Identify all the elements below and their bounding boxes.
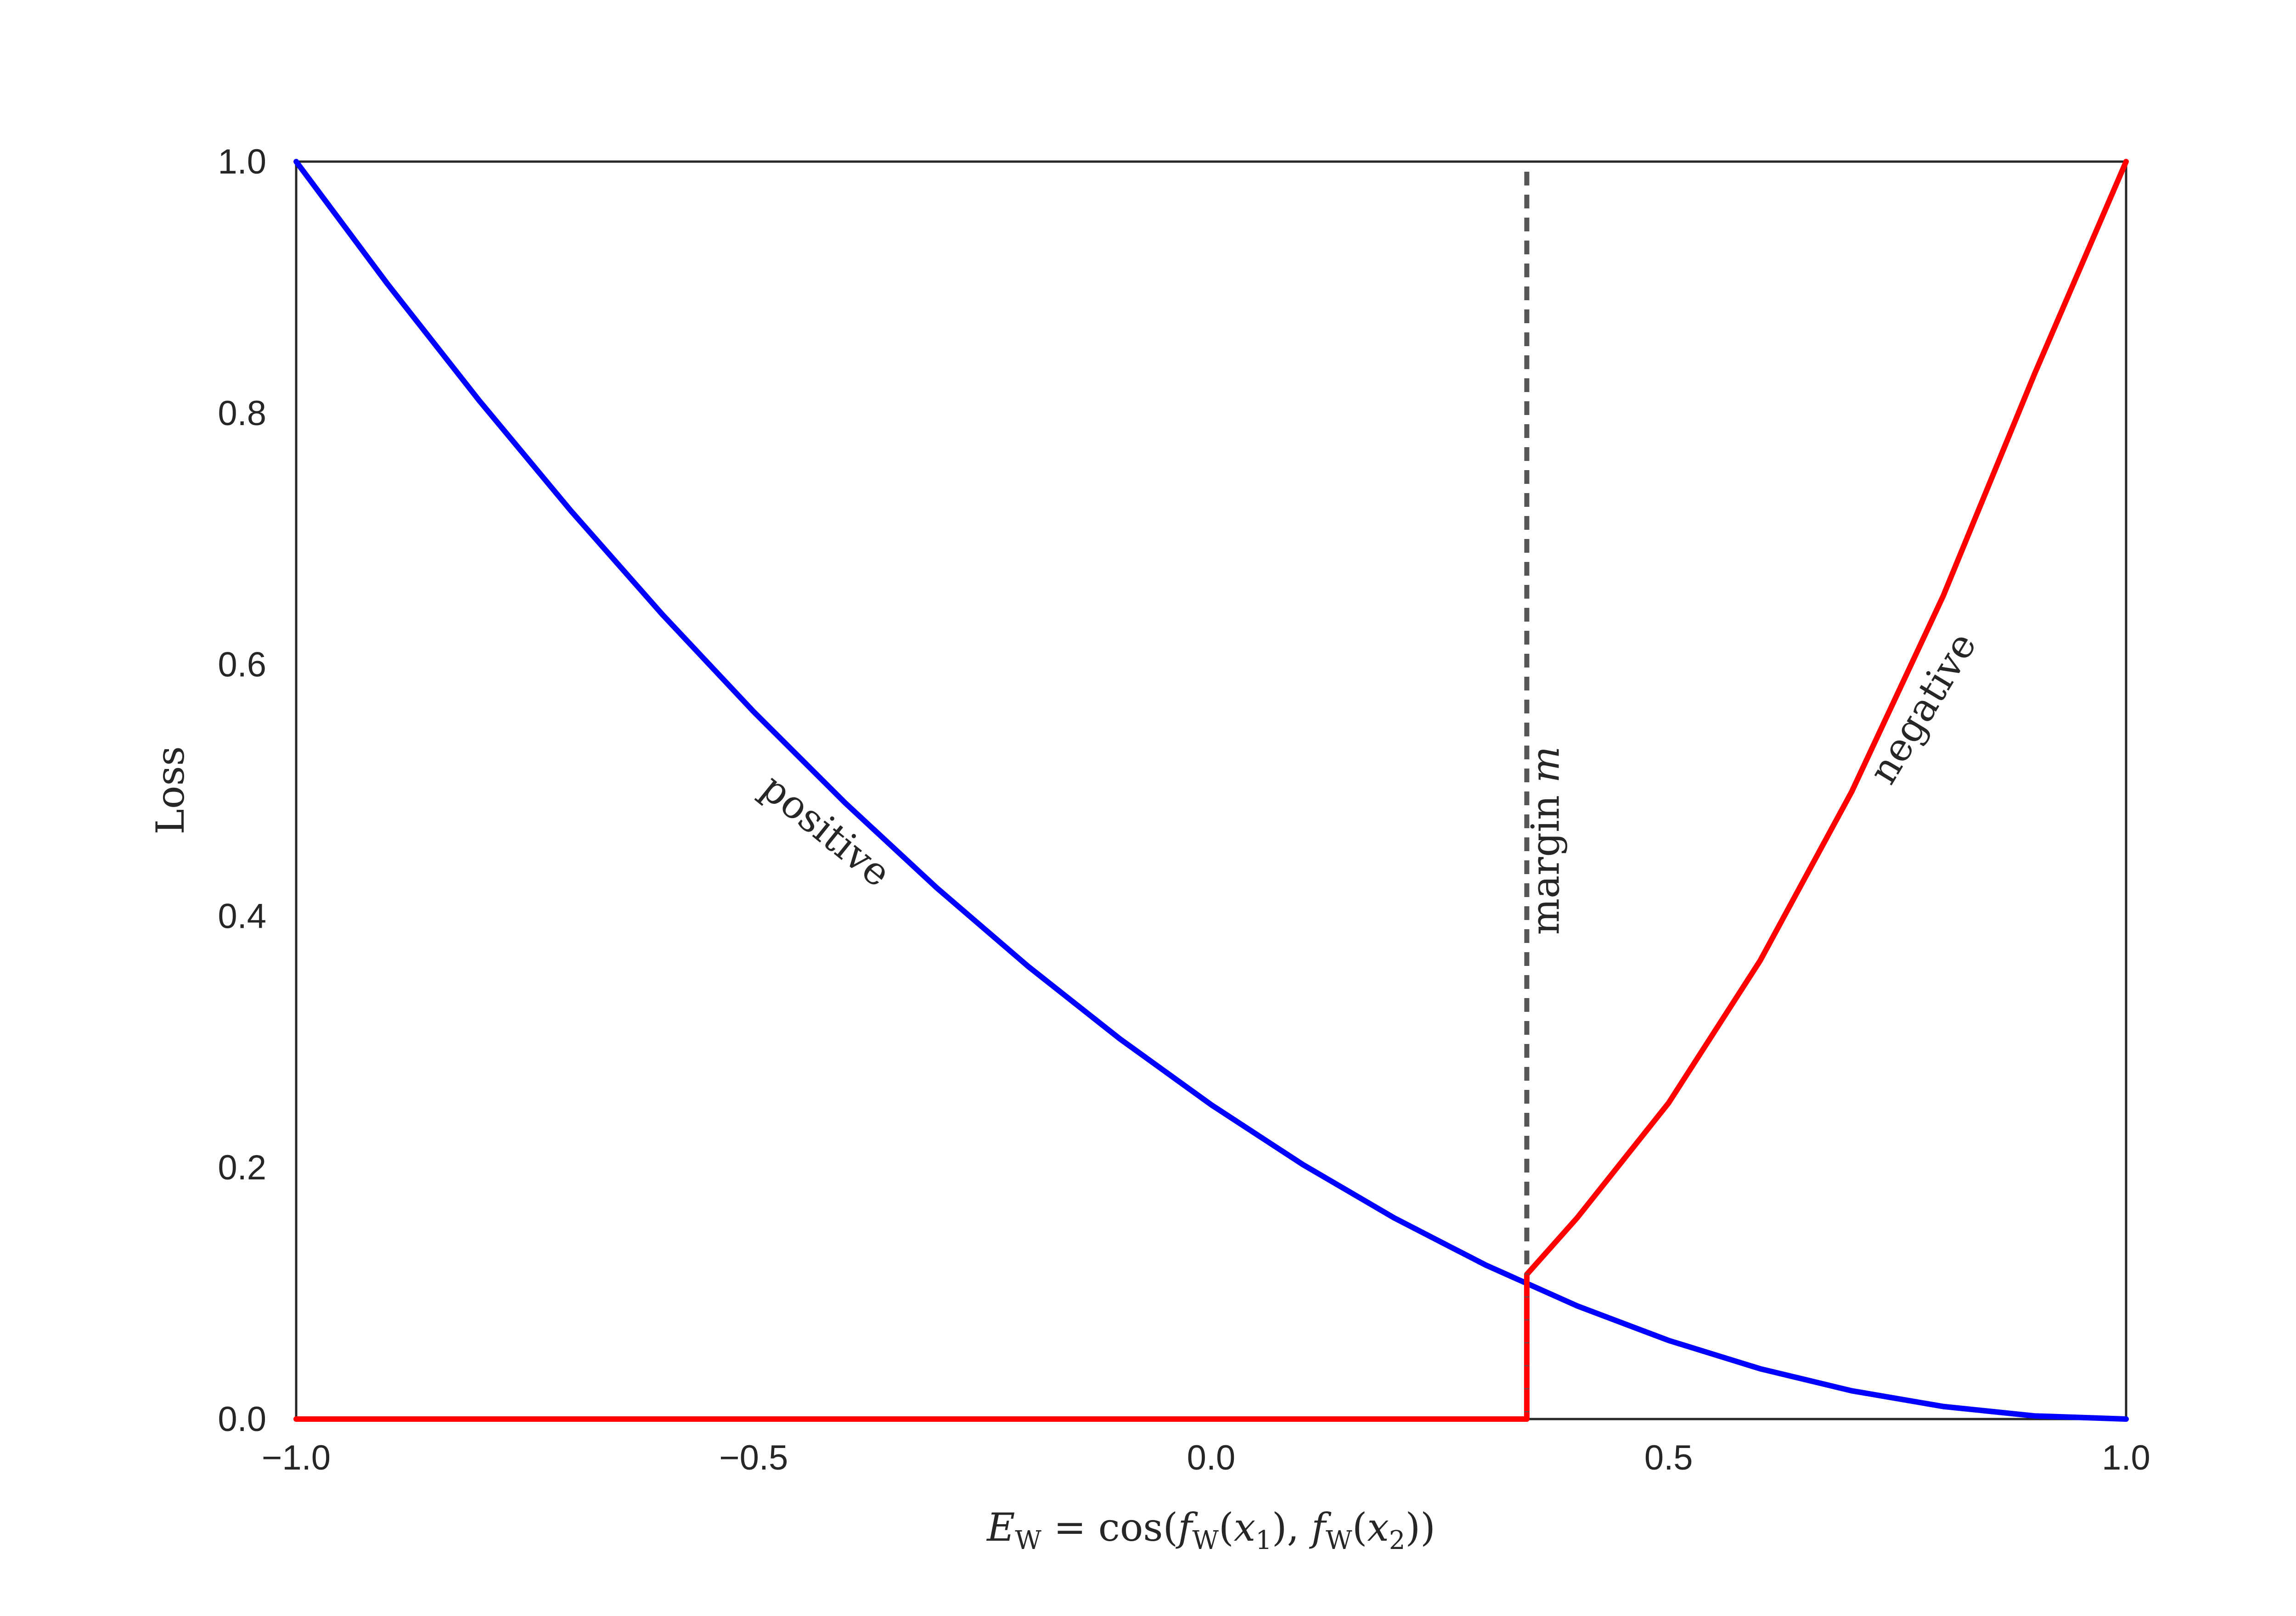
y-tick-label: 1.0 — [218, 142, 266, 181]
y-axis-ticks: 0.0 0.2 0.4 0.6 0.8 1.0 — [218, 142, 266, 1439]
x-axis-ticks: −1.0 −0.5 0.0 0.5 1.0 — [262, 1438, 2150, 1477]
annotation-negative: negative — [1860, 624, 1985, 791]
x-tick-label: 1.0 — [2102, 1438, 2150, 1477]
annotation-margin: margin m — [1523, 746, 1568, 935]
x-tick-label: −0.5 — [719, 1438, 788, 1477]
y-tick-label: 0.4 — [218, 897, 266, 936]
y-tick-label: 0.0 — [218, 1400, 266, 1439]
y-tick-label: 0.8 — [218, 394, 266, 433]
x-tick-label: 0.0 — [1187, 1438, 1236, 1477]
y-axis-label: Loss — [148, 746, 193, 835]
series-line-positive — [293, 159, 2129, 1422]
series-line-negative — [293, 159, 2129, 1422]
y-tick-label: 0.2 — [218, 1148, 266, 1187]
series-layer — [293, 159, 2129, 1422]
x-tick-label: 0.5 — [1644, 1438, 1693, 1477]
x-axis-label: EW = cos(fW(x1), fW(x2)) — [986, 1505, 1435, 1555]
y-tick-label: 0.6 — [218, 645, 266, 685]
x-tick-label: −1.0 — [262, 1438, 331, 1477]
